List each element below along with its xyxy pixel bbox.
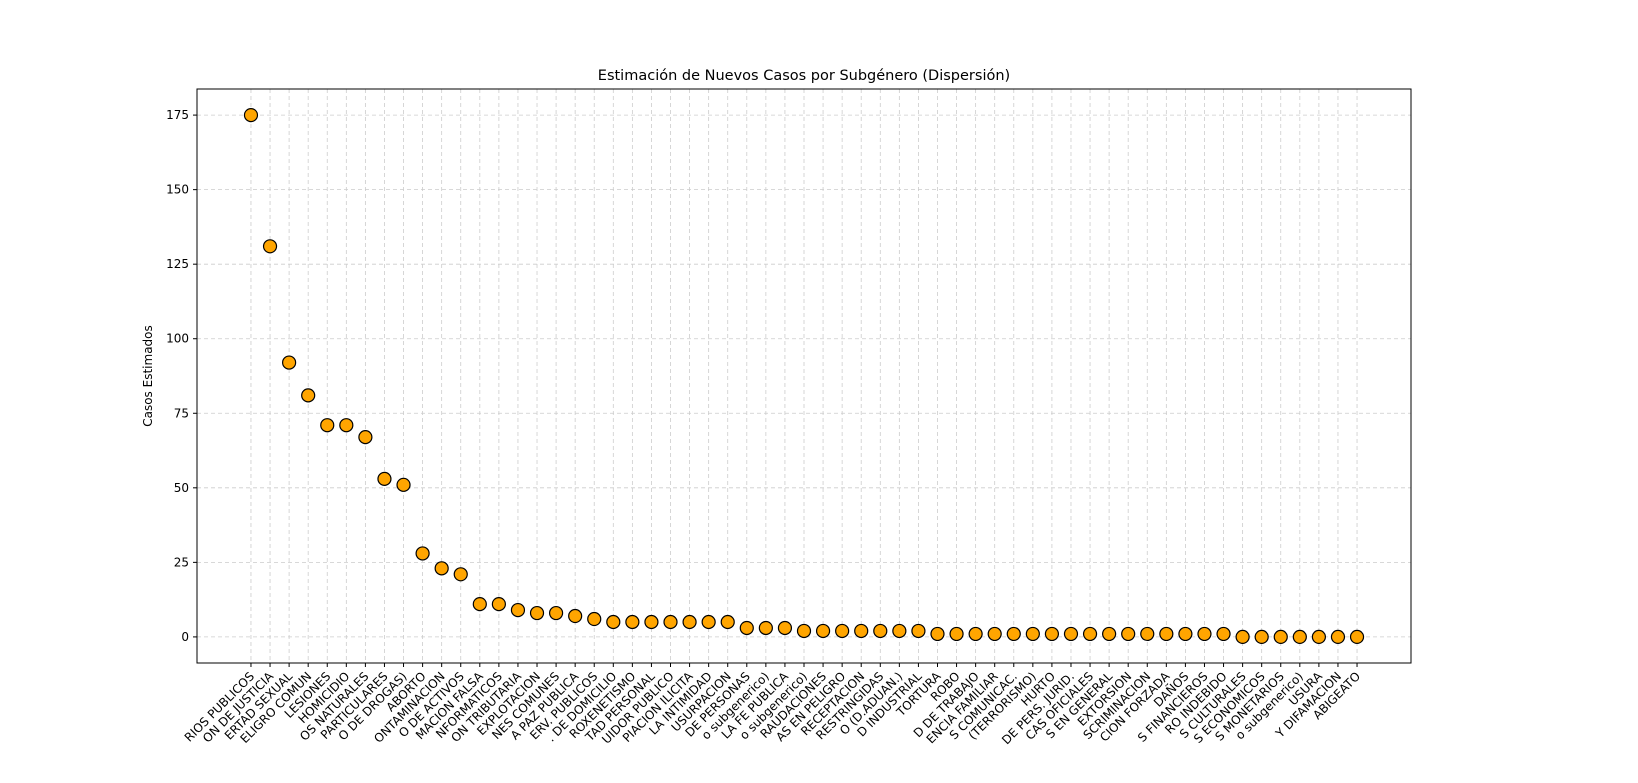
point [1159,626,1174,642]
point [491,597,506,612]
point [1311,629,1326,645]
point [625,614,640,630]
point [720,614,735,630]
point [911,623,926,639]
point [453,567,468,582]
point [1197,626,1212,642]
point [568,608,583,624]
y-tick-label: 150 [166,183,189,197]
point [1292,629,1307,645]
y-tick-label: 100 [166,332,189,346]
point [1044,626,1060,642]
point [262,239,278,254]
point [1082,626,1098,642]
point [1140,626,1155,642]
point [873,623,888,639]
point [815,623,831,639]
point [663,614,678,630]
point [415,546,430,561]
point [396,477,411,492]
point [930,626,945,642]
point [1254,629,1269,645]
point [548,605,564,621]
point [949,626,964,642]
point [1063,626,1079,642]
point [377,471,392,486]
point [1235,629,1250,645]
y-tick-label: 125 [166,257,189,271]
point [796,623,812,639]
point [243,107,259,123]
point [1121,626,1136,642]
point [701,614,716,630]
y-axis-label: Casos Estimados [141,325,155,427]
y-tick-label: 75 [174,406,189,420]
point [529,605,545,621]
point [606,614,621,630]
point [682,614,697,630]
y-tick-label: 25 [174,555,189,569]
point [1006,626,1021,642]
point [320,418,335,433]
y-tick-label: 175 [166,108,189,122]
point [434,561,449,576]
point [510,602,526,618]
point [835,623,850,639]
point [758,620,773,636]
point [777,620,793,636]
plot-frame [196,88,1412,664]
point [739,620,754,636]
point [282,355,297,370]
point [358,430,373,445]
point [587,611,602,627]
point [987,626,1002,642]
point [1025,626,1040,642]
point [1349,629,1365,645]
point [1273,629,1288,645]
point [968,626,983,642]
y-tick-label: 0 [181,630,189,644]
point [1178,626,1193,642]
y-tick-label: 50 [174,481,189,495]
point [892,623,907,639]
point [1216,626,1231,642]
chart-title: Estimación de Nuevos Casos por Subgénero… [598,68,1010,84]
point [1330,629,1346,645]
point [854,623,869,639]
point [472,597,487,612]
point [301,388,316,403]
point [339,418,354,433]
point [1102,626,1117,642]
point [644,614,659,630]
